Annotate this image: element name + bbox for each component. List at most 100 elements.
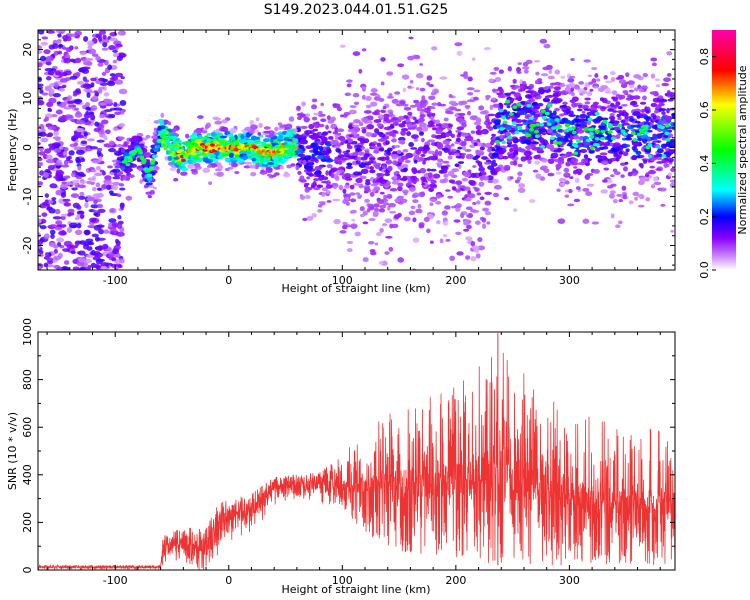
spectrogram-point — [306, 215, 314, 221]
spectrogram-point — [38, 181, 44, 185]
spectrogram-point — [44, 148, 52, 154]
spectrogram-point — [333, 218, 341, 225]
spectrogram-point — [573, 166, 578, 169]
spectrogram-point — [372, 182, 379, 186]
spectrogram-point — [85, 238, 94, 243]
spectrogram-point — [118, 183, 125, 187]
spectrogram-point — [207, 152, 214, 157]
chart-title: S149.2023.044.01.51.G25 — [264, 2, 449, 18]
spectrogram-point — [103, 92, 110, 97]
spectrogram-point — [441, 147, 447, 151]
spectrogram-point — [555, 92, 562, 97]
spectrogram-point — [38, 45, 42, 51]
spectrogram-point — [562, 109, 568, 113]
spectrogram-point — [583, 127, 589, 131]
spectrogram-point — [639, 163, 644, 169]
spectrogram-point — [487, 179, 493, 184]
spectrogram-point — [327, 130, 332, 134]
spectrogram-point — [439, 238, 444, 244]
spectrogram-point — [578, 81, 585, 85]
spectrogram-point — [384, 172, 391, 177]
spectrogram-point — [57, 33, 62, 38]
spectrogram-point — [368, 217, 376, 222]
spectrogram-point — [591, 66, 598, 71]
spectrogram-point — [96, 150, 102, 156]
spectrogram-point — [69, 58, 76, 63]
spectrogram-point — [488, 78, 494, 83]
spectrogram-point — [67, 212, 72, 217]
spectrogram-point — [39, 225, 47, 230]
spectrogram-point — [129, 137, 136, 143]
spectrogram-point — [629, 95, 635, 99]
spectrogram-point — [663, 77, 671, 83]
spectrogram-point — [482, 175, 489, 181]
spectrogram-point — [277, 135, 283, 142]
spectrogram-point — [320, 118, 327, 123]
spectrogram-point — [618, 150, 623, 155]
spectrogram-point — [377, 199, 385, 205]
spectrogram-point — [349, 210, 354, 214]
spectrogram-point — [90, 204, 100, 209]
spectrogram-point — [60, 215, 66, 221]
spectrogram-point — [115, 240, 121, 247]
spectrogram-point — [418, 157, 425, 162]
spectrogram-point — [445, 131, 450, 138]
spectrogram-point — [262, 138, 270, 143]
spectrogram-point — [657, 104, 662, 109]
spectrogram-point — [221, 119, 228, 124]
spectrogram-point — [53, 148, 62, 153]
spectrogram-point — [362, 117, 369, 123]
spectrogram-point — [461, 145, 467, 151]
spectrogram-point — [461, 177, 468, 182]
spectrogram-point — [527, 159, 532, 164]
spectrogram-point — [55, 170, 65, 176]
spectrogram-point — [645, 145, 651, 150]
spectrogram-point — [547, 75, 555, 80]
spectrogram-point — [69, 75, 78, 80]
spectrogram-point — [636, 193, 644, 198]
spectrogram-point — [288, 116, 295, 122]
spectrogram-point — [523, 150, 532, 157]
spectrogram-point — [216, 171, 224, 177]
spectrogram-point — [54, 82, 59, 88]
spectrogram-point — [213, 140, 219, 144]
spectrogram-point — [339, 172, 345, 176]
spectrogram-point — [109, 77, 117, 81]
spectrogram-point — [176, 168, 181, 174]
snr-y-tick-label: 0 — [21, 567, 34, 574]
spectrogram-point — [494, 166, 502, 172]
spectrogram-point — [455, 155, 462, 159]
spectrogram-point — [95, 182, 101, 188]
spectrogram-point — [79, 180, 87, 185]
spectrogram-point — [328, 169, 336, 173]
spectrogram-point — [373, 119, 382, 123]
spectrogram-point — [364, 186, 371, 192]
spectrogram-point — [640, 124, 646, 129]
spectrogram-point — [93, 224, 102, 231]
spectrogram-point — [337, 154, 345, 159]
snr-series — [38, 333, 675, 570]
spectrogram-point — [83, 83, 93, 90]
spectrogram-point — [381, 223, 388, 227]
spectrogram-point — [534, 79, 540, 85]
spectrogram-point — [515, 123, 524, 127]
spectrogram-point — [445, 189, 451, 192]
spectrogram-point — [534, 160, 541, 165]
spectrogram-point — [361, 48, 367, 52]
spectrogram-point — [53, 244, 59, 249]
spectrogram-point — [427, 113, 432, 118]
spectrogram-point — [96, 147, 103, 152]
spectrogram-point — [570, 158, 579, 163]
spectrogram-point — [94, 172, 103, 177]
spectrogram-point — [397, 182, 404, 187]
spectrogram-point — [52, 43, 59, 49]
spectrogram-point — [541, 128, 548, 133]
spectrogram-point — [465, 106, 470, 110]
spectrogram-point — [661, 154, 667, 158]
spectrogram-point — [98, 36, 103, 42]
spectrogram-point — [176, 160, 182, 166]
spectrogram-point — [336, 128, 345, 133]
spectrogram-x-axis-label: Height of straight line (km) — [281, 282, 430, 295]
spectrogram-point — [125, 163, 131, 167]
spectrogram-point — [64, 147, 69, 152]
